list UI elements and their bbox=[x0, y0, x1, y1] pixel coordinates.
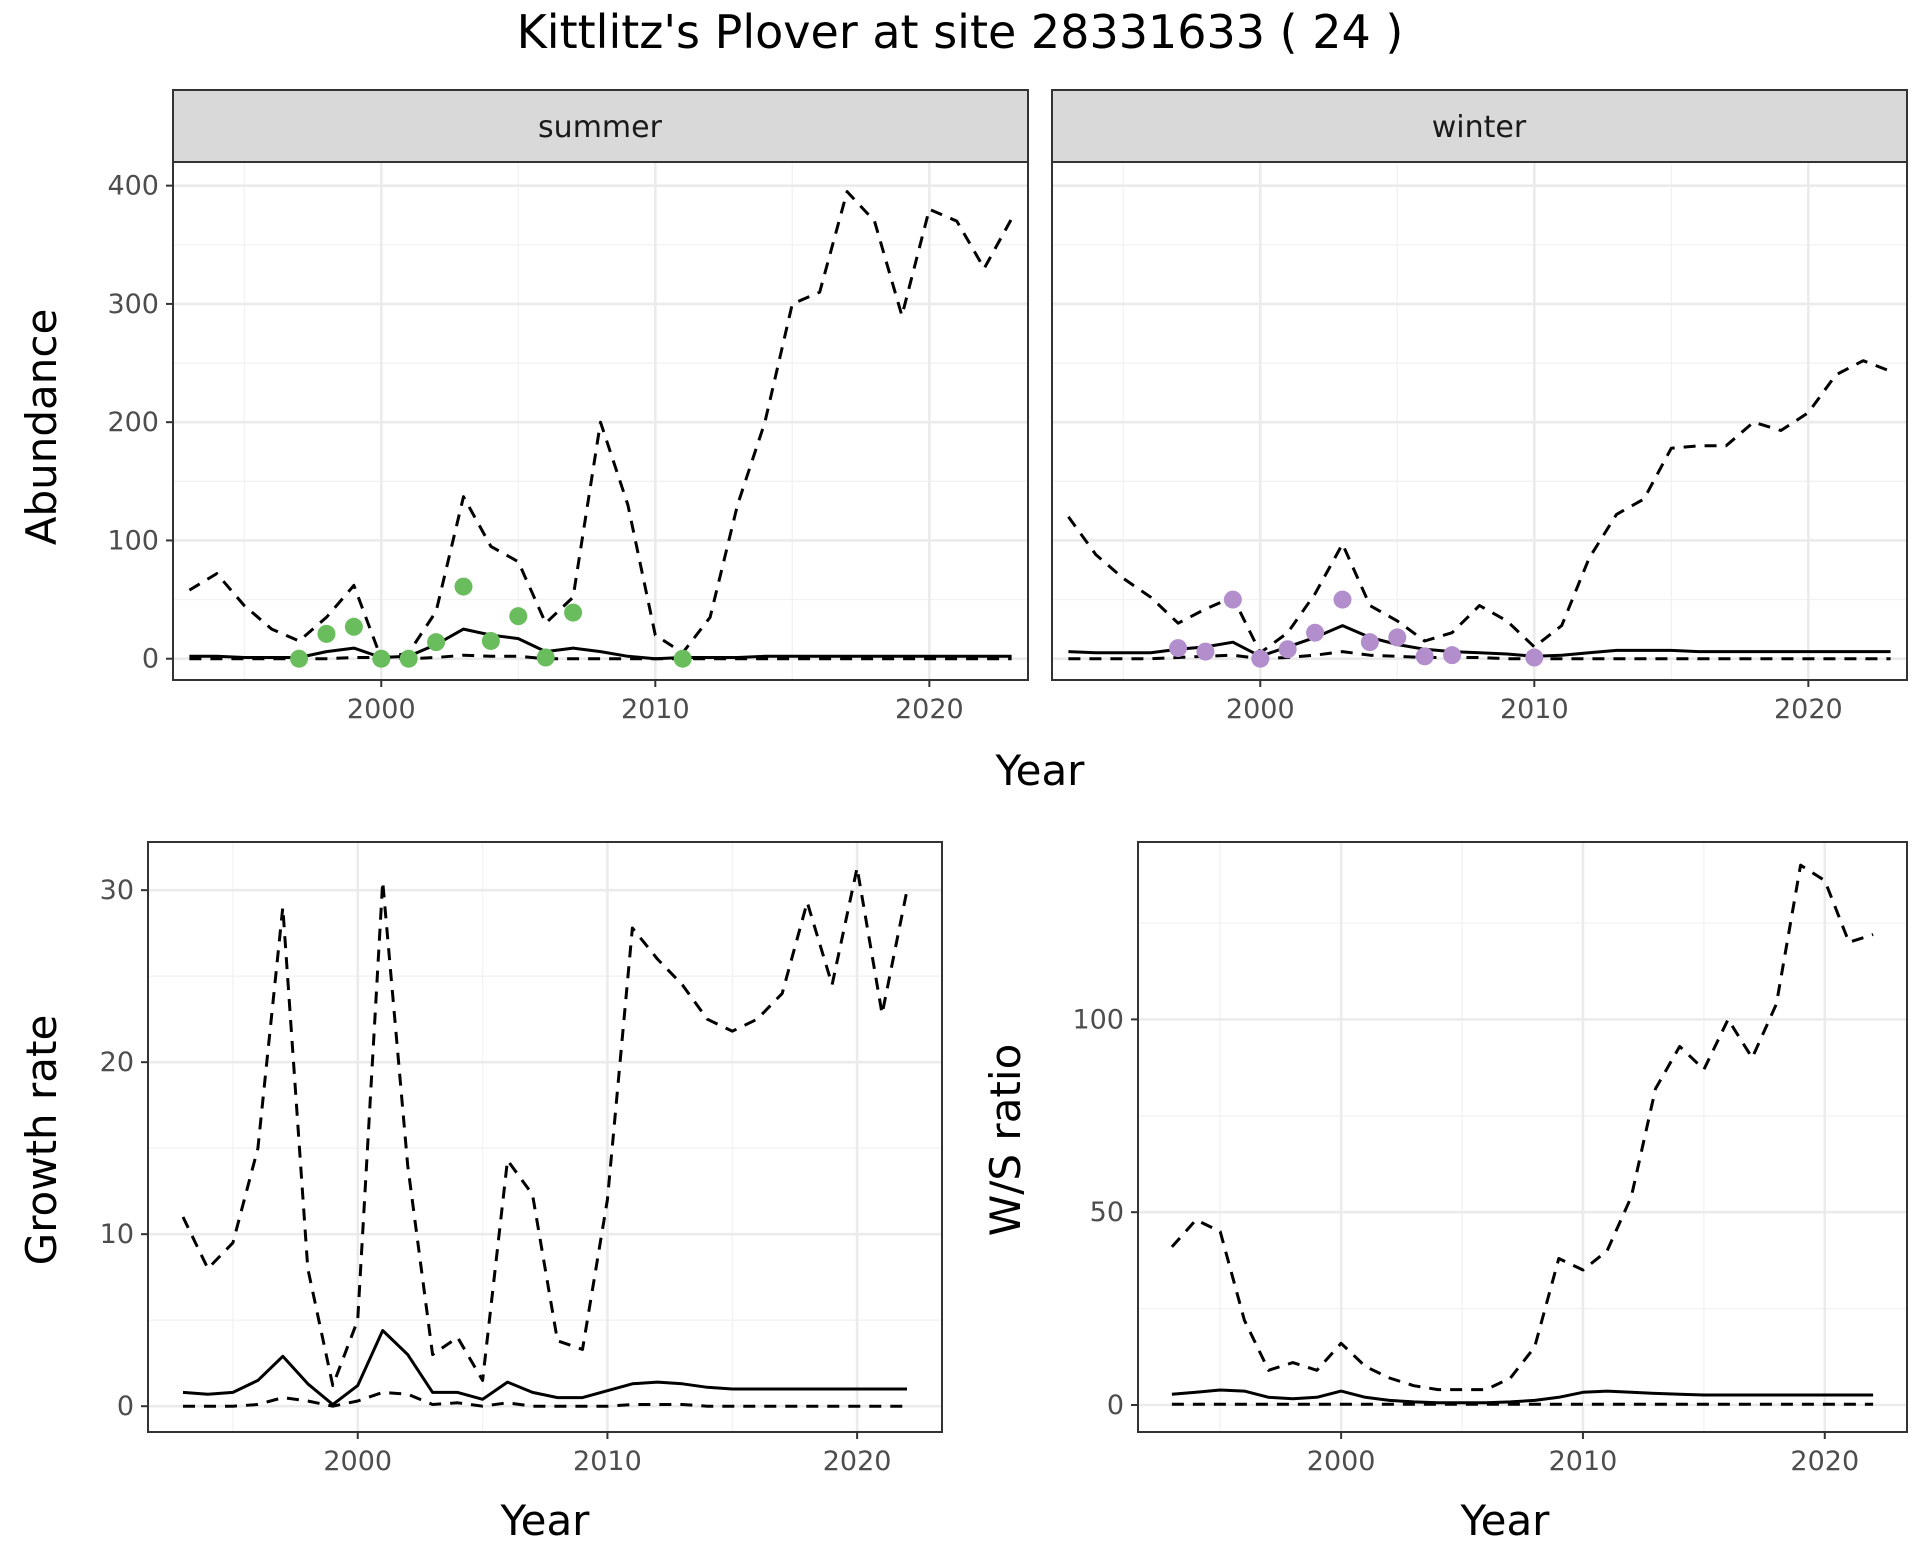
panel-winter: 2000 2010 2020 bbox=[1051, 161, 1908, 725]
strip-summer-label: summer bbox=[538, 110, 663, 145]
ratio-y-axis-title: W/S ratio bbox=[981, 1044, 1030, 1237]
top-y-axis-title: Abundance bbox=[17, 309, 66, 546]
ratio-solid-line bbox=[1171, 1388, 1874, 1405]
winter-data-point bbox=[1306, 623, 1325, 642]
growth-tick-label-x: 2010 bbox=[573, 1446, 642, 1477]
strip-winter-label: winter bbox=[1432, 110, 1527, 145]
ratio-dashed-line-1 bbox=[1170, 863, 1874, 1392]
summer-data-point bbox=[564, 603, 583, 622]
winter-tick-label-x: 2000 bbox=[1226, 694, 1295, 725]
winter-data-point bbox=[1223, 590, 1242, 609]
ratio-tick-label-y: 0 bbox=[1107, 1390, 1124, 1421]
summer-data-point bbox=[481, 631, 500, 650]
winter-tick-label-x: 2020 bbox=[1774, 694, 1843, 725]
panel-ws-ratio: 2000 2010 2020 0 50 100 bbox=[1072, 841, 1908, 1477]
summer-data-point bbox=[290, 649, 309, 668]
winter-data-point bbox=[1443, 646, 1462, 665]
summer-data-point bbox=[536, 648, 555, 667]
winter-tick-label-x: 2010 bbox=[1500, 694, 1569, 725]
ratio-tick-label-x: 2000 bbox=[1307, 1446, 1376, 1477]
summer-panel-border bbox=[172, 161, 1029, 681]
strip-summer-background bbox=[172, 89, 1029, 163]
growth-panel-border bbox=[147, 841, 943, 1433]
winter-data-point bbox=[1525, 648, 1544, 667]
growth-x-axis-title: Year bbox=[500, 1496, 591, 1545]
panel-summer: 2000 2010 2020 0 100 200 300 400 bbox=[107, 161, 1029, 725]
summer-tick-label-y: 200 bbox=[107, 407, 159, 438]
winter-data-point bbox=[1251, 649, 1270, 668]
summer-tick-label-y: 100 bbox=[107, 525, 159, 556]
winter-data-point bbox=[1196, 642, 1215, 661]
ratio-x-axis-title: Year bbox=[1460, 1496, 1551, 1545]
ratio-tick-label-x: 2020 bbox=[1790, 1446, 1859, 1477]
growth-dashed-line-2 bbox=[183, 1390, 907, 1408]
growth-tick-label-y: 20 bbox=[100, 1047, 134, 1078]
growth-tick-label-y: 10 bbox=[100, 1219, 134, 1250]
summer-data-point bbox=[372, 649, 391, 668]
winter-dashed-line-1 bbox=[1067, 359, 1892, 655]
ratio-tick-label-y: 100 bbox=[1072, 1004, 1124, 1035]
panel-growth-rate: 2000 2010 2020 0 10 20 30 bbox=[100, 841, 943, 1477]
growth-solid-line bbox=[182, 1329, 907, 1406]
chart-title: Kittlitz's Plover at site 28331633 ( 24 … bbox=[517, 5, 1404, 59]
growth-y-axis-title: Growth rate bbox=[17, 1015, 66, 1266]
summer-data-point bbox=[399, 649, 418, 668]
summer-data-point bbox=[344, 617, 363, 636]
ratio-plot-area bbox=[1138, 842, 1907, 1432]
growth-plot-area bbox=[148, 842, 942, 1432]
ratio-tick-label-y: 50 bbox=[1090, 1197, 1124, 1228]
top-x-axis-title: Year bbox=[995, 746, 1086, 795]
growth-tick-label-x: 2000 bbox=[323, 1446, 392, 1477]
summer-dashed-line-1 bbox=[188, 190, 1013, 661]
summer-data-point bbox=[427, 633, 446, 652]
winter-data-point bbox=[1388, 628, 1407, 647]
ratio-tick-label-x: 2010 bbox=[1549, 1446, 1618, 1477]
winter-panel-border bbox=[1051, 161, 1908, 681]
winter-data-point bbox=[1360, 633, 1379, 652]
summer-tick-label-y: 0 bbox=[142, 644, 159, 675]
summer-dashed-line-2 bbox=[189, 653, 1012, 661]
ratio-panel-border bbox=[1137, 841, 1908, 1433]
winter-data-point bbox=[1278, 640, 1297, 659]
summer-tick-label-x: 2020 bbox=[895, 694, 964, 725]
growth-dashed-line-1 bbox=[181, 866, 909, 1388]
summer-data-point bbox=[454, 577, 473, 596]
winter-data-point bbox=[1415, 647, 1434, 666]
summer-data-point bbox=[509, 607, 528, 626]
summer-tick-label-y: 400 bbox=[107, 171, 159, 202]
summer-data-point bbox=[673, 649, 692, 668]
winter-data-point bbox=[1333, 590, 1352, 609]
summer-tick-label-x: 2000 bbox=[347, 694, 416, 725]
summer-solid-line bbox=[189, 627, 1012, 661]
winter-data-point bbox=[1169, 639, 1188, 658]
growth-tick-label-y: 0 bbox=[117, 1391, 134, 1422]
growth-tick-label-x: 2020 bbox=[823, 1446, 892, 1477]
growth-tick-label-y: 30 bbox=[100, 875, 134, 906]
summer-data-point bbox=[317, 624, 336, 643]
summer-tick-label-x: 2010 bbox=[621, 694, 690, 725]
strip-summer: summer bbox=[172, 89, 1029, 163]
strip-winter: winter bbox=[1051, 89, 1908, 163]
strip-winter-background bbox=[1051, 89, 1908, 163]
summer-tick-label-y: 300 bbox=[107, 289, 159, 320]
